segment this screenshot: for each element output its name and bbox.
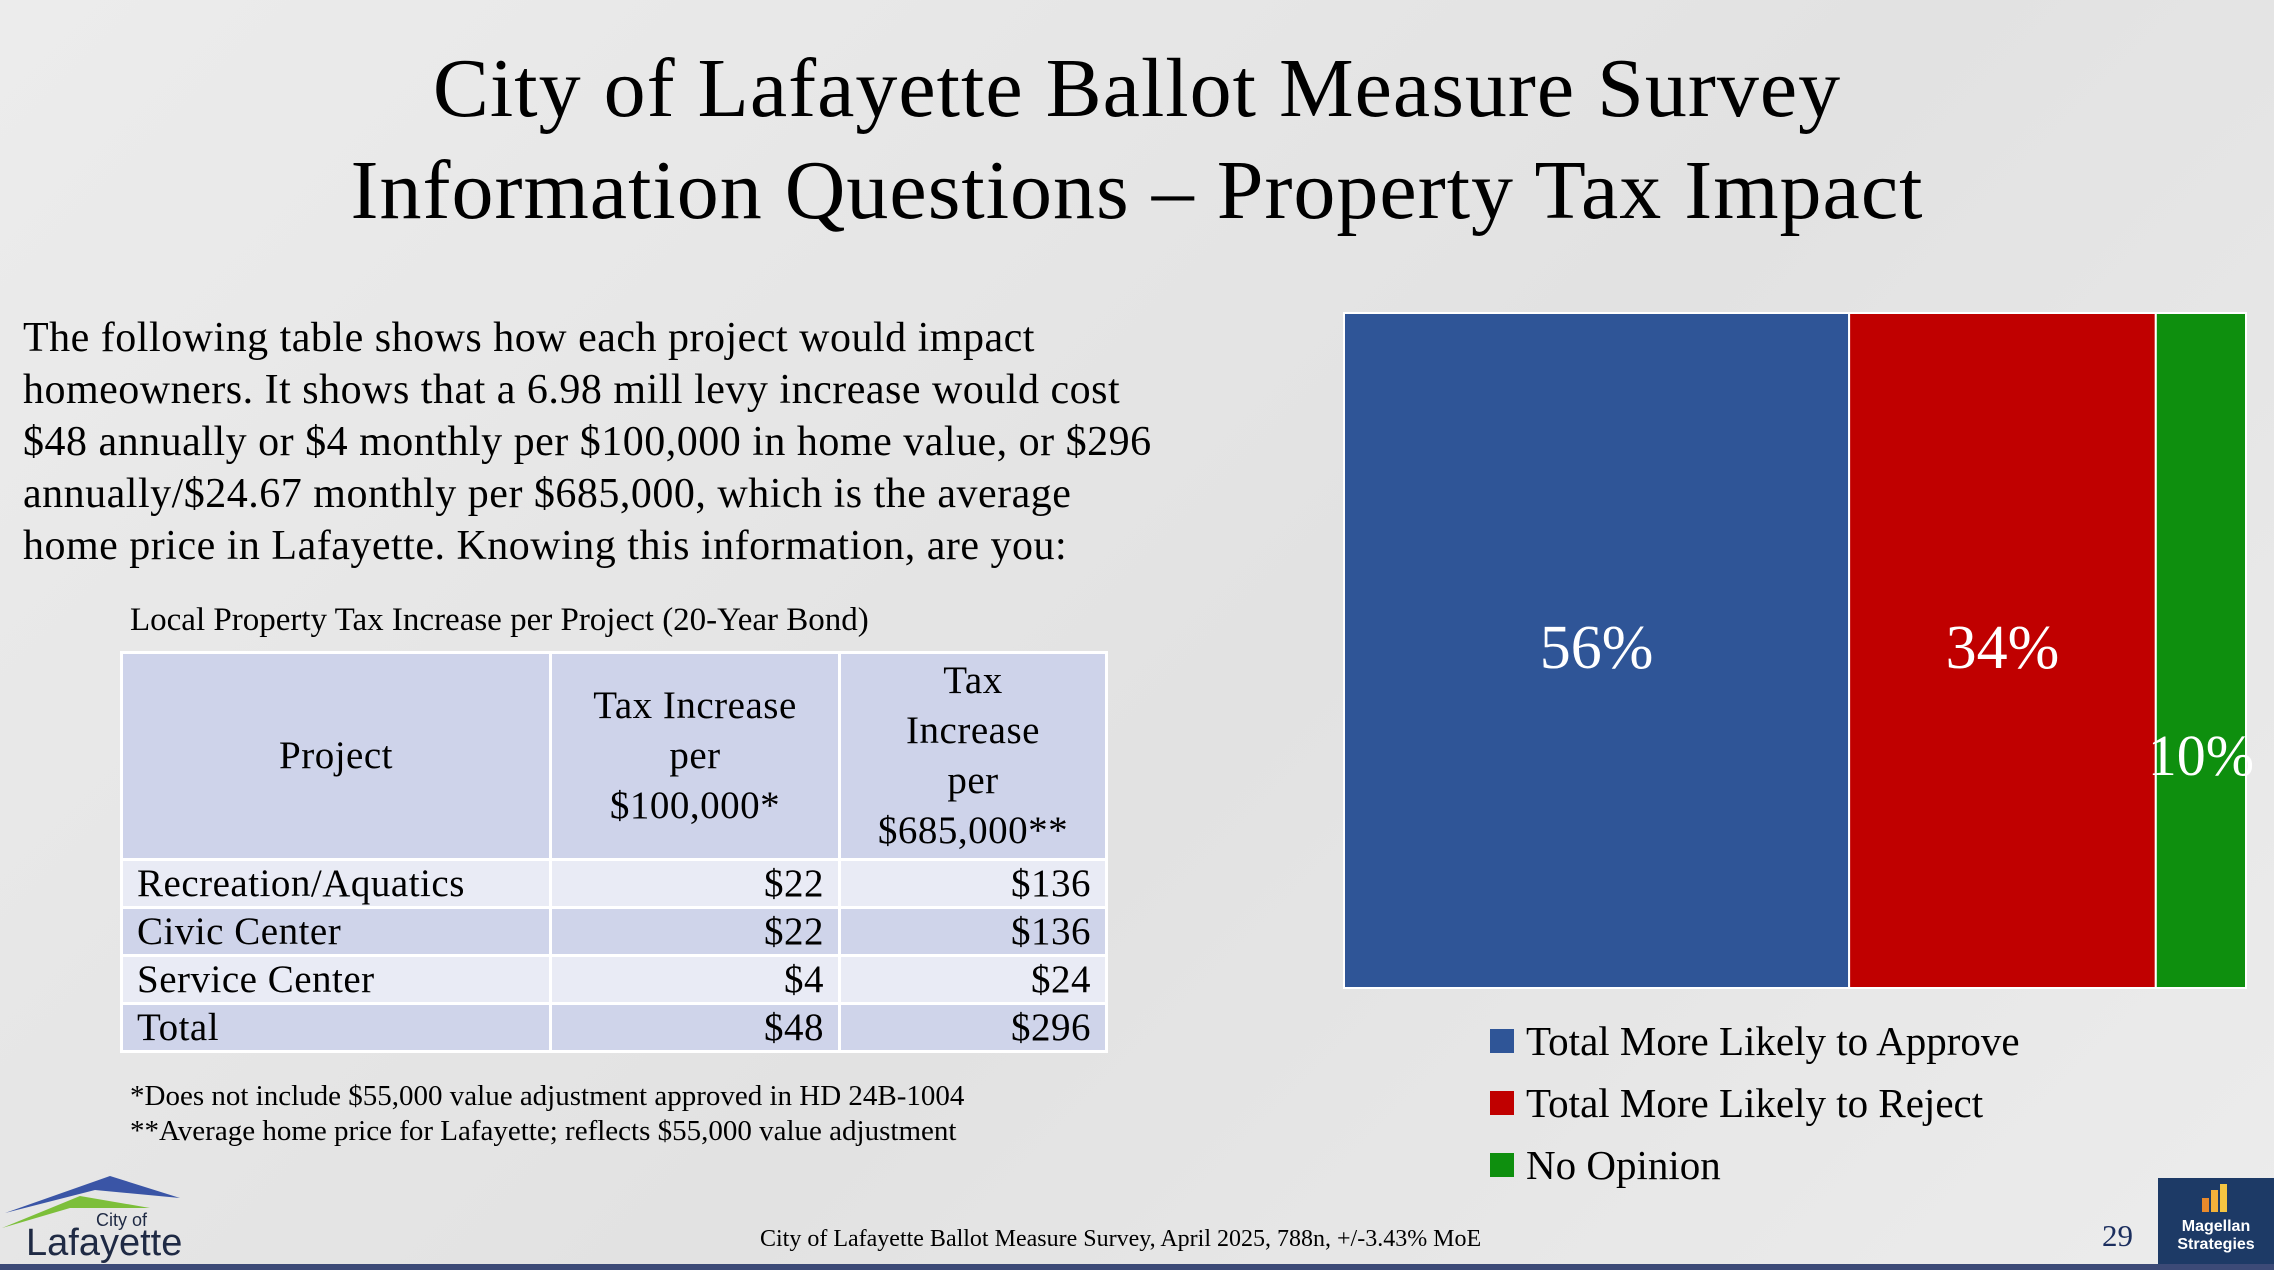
table-footnote-2: **Average home price for Lafayette; refl… bbox=[130, 1115, 957, 1147]
intro-line: home price in Lafayette. Knowing this in… bbox=[23, 523, 1068, 569]
cell-project: Service Center bbox=[120, 954, 552, 1005]
table-row: Total $48 $296 bbox=[120, 1002, 1108, 1053]
header-project: Project bbox=[120, 651, 552, 861]
bar-chart-icon bbox=[2202, 1184, 2227, 1212]
data-label-0: 56% bbox=[1540, 614, 1654, 682]
bottom-accent-bar bbox=[0, 1264, 2274, 1270]
table-row: Recreation/Aquatics $22 $136 bbox=[120, 858, 1108, 909]
legend-swatch-no-opinion bbox=[1490, 1153, 1514, 1177]
cell-per-685k: $136 bbox=[838, 906, 1108, 957]
data-label-1: 34% bbox=[1946, 614, 2060, 682]
bar-segment-1 bbox=[1848, 312, 2157, 989]
legend-label-approve: Total More Likely to Approve bbox=[1526, 1018, 2020, 1064]
legend-item-approve: Total More Likely to Approve bbox=[1490, 1010, 2020, 1072]
magellan-logo-line2: Strategies bbox=[2177, 1236, 2255, 1253]
logo-city-text: City of bbox=[96, 1210, 148, 1230]
cell-project: Total bbox=[120, 1002, 552, 1053]
intro-line: homeowners. It shows that a 6.98 mill le… bbox=[23, 367, 1121, 413]
cell-per-100k: $22 bbox=[549, 858, 841, 909]
city-of-lafayette-logo-icon bbox=[2, 1176, 180, 1228]
slide-title: City of Lafayette Ballot Measure Survey … bbox=[0, 38, 2274, 242]
slide-title-line2: Information Questions – Property Tax Imp… bbox=[350, 144, 1924, 237]
intro-line: $48 annually or $4 monthly per $100,000 … bbox=[23, 419, 1152, 465]
chart-legend: Total More Likely to Approve Total More … bbox=[1490, 1010, 2020, 1196]
cell-per-685k: $24 bbox=[838, 954, 1108, 1005]
bar-segment-2 bbox=[2154, 312, 2248, 989]
intro-line: annually/$24.67 monthly per $685,000, wh… bbox=[23, 471, 1072, 517]
tax-increase-table: Project Tax Increase per $100,000* Tax I… bbox=[120, 651, 1108, 1053]
legend-label-no-opinion: No Opinion bbox=[1526, 1142, 1721, 1188]
header-per-100k: Tax Increase per $100,000* bbox=[549, 651, 841, 861]
legend-label-reject: Total More Likely to Reject bbox=[1526, 1080, 1984, 1126]
logo-name-text: Lafayette bbox=[26, 1222, 183, 1264]
survey-source: City of Lafayette Ballot Measure Survey,… bbox=[760, 1226, 1482, 1252]
magellan-strategies-logo: Magellan Strategies bbox=[2158, 1178, 2274, 1264]
bar-segment-0 bbox=[1343, 312, 1851, 989]
cell-per-100k: $22 bbox=[549, 906, 841, 957]
legend-swatch-reject bbox=[1490, 1091, 1514, 1115]
intro-line: The following table shows how each proje… bbox=[23, 315, 1035, 361]
legend-swatch-approve bbox=[1490, 1029, 1514, 1053]
table-row: Civic Center $22 $136 bbox=[120, 906, 1108, 957]
cell-project: Civic Center bbox=[120, 906, 552, 957]
cell-per-100k: $48 bbox=[549, 1002, 841, 1053]
legend-item-reject: Total More Likely to Reject bbox=[1490, 1072, 2020, 1134]
cell-project: Recreation/Aquatics bbox=[120, 858, 552, 909]
legend-item-no-opinion: No Opinion bbox=[1490, 1134, 2020, 1196]
table-caption: Local Property Tax Increase per Project … bbox=[130, 602, 869, 638]
table-footnote-1: *Does not include $55,000 value adjustme… bbox=[130, 1080, 965, 1112]
cell-per-685k: $296 bbox=[838, 1002, 1108, 1053]
page-number: 29 bbox=[2102, 1218, 2133, 1253]
cell-per-100k: $4 bbox=[549, 954, 841, 1005]
table-row: Service Center $4 $24 bbox=[120, 954, 1108, 1005]
magellan-logo-line1: Magellan bbox=[2181, 1218, 2251, 1235]
table-header-row: Project Tax Increase per $100,000* Tax I… bbox=[120, 651, 1108, 861]
header-per-685k: Tax Increase per $685,000** bbox=[838, 651, 1108, 861]
slide-title-line1: City of Lafayette Ballot Measure Survey bbox=[432, 42, 1842, 135]
data-label-2: 10% bbox=[2148, 723, 2254, 788]
intro-paragraph: The following table shows how each proje… bbox=[23, 312, 1323, 572]
cell-per-685k: $136 bbox=[838, 858, 1108, 909]
